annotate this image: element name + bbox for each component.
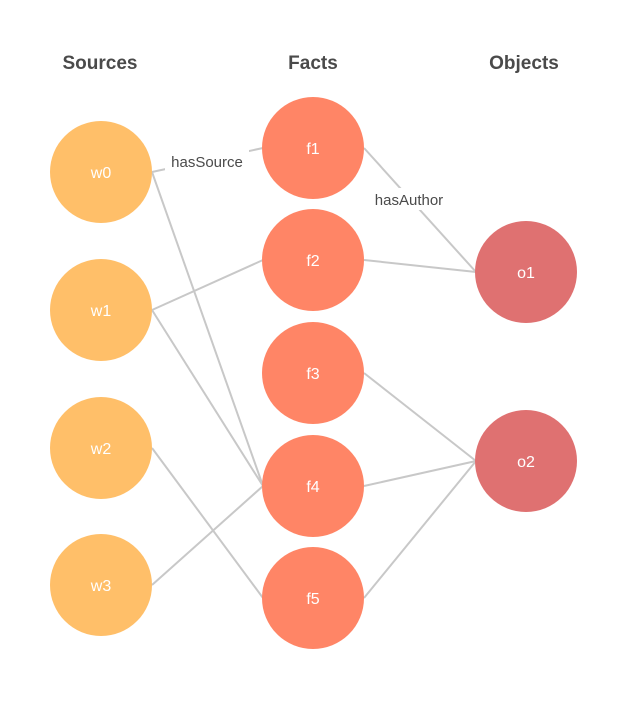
source-node-circle bbox=[50, 397, 152, 499]
edge-w1-f4 bbox=[151, 309, 264, 487]
source-node-circle bbox=[50, 121, 152, 223]
source-node-label: w2 bbox=[90, 441, 112, 458]
has-author-label-bg bbox=[368, 188, 450, 210]
edge-f4-o2 bbox=[363, 460, 477, 487]
source-node-label: w1 bbox=[90, 303, 112, 320]
has-source-label-bg bbox=[165, 150, 249, 172]
object-node-o2: o2 bbox=[475, 410, 577, 512]
edge-w1-f2 bbox=[151, 259, 264, 311]
fact-node-label: f5 bbox=[306, 591, 319, 608]
source-node-w1: w1 bbox=[50, 259, 152, 361]
edge-w0-f4 bbox=[151, 171, 264, 487]
has-source-label: hasSource bbox=[171, 154, 243, 171]
fact-node-f1: f1 bbox=[262, 97, 364, 199]
fact-node-circle bbox=[262, 209, 364, 311]
source-node-label: w0 bbox=[90, 165, 112, 182]
edge-f5-o2 bbox=[363, 460, 477, 599]
fact-node-label: f4 bbox=[306, 479, 319, 496]
edge-w2-f5 bbox=[151, 447, 264, 599]
object-node-circle bbox=[475, 221, 577, 323]
fact-node-label: f3 bbox=[306, 366, 319, 383]
has-author-label: hasAuthor bbox=[375, 192, 443, 209]
fact-node-circle bbox=[262, 547, 364, 649]
source-node-w2: w2 bbox=[50, 397, 152, 499]
object-node-o1: o1 bbox=[475, 221, 577, 323]
fact-node-label: f2 bbox=[306, 253, 319, 270]
object-node-circle bbox=[475, 410, 577, 512]
column-title-objects: Objects bbox=[489, 53, 559, 74]
fact-node-circle bbox=[262, 97, 364, 199]
source-node-w0: w0 bbox=[50, 121, 152, 223]
fact-node-circle bbox=[262, 322, 364, 424]
source-node-circle bbox=[50, 259, 152, 361]
edge-f3-o2 bbox=[363, 372, 477, 462]
fact-node-f5: f5 bbox=[262, 547, 364, 649]
source-node-w3: w3 bbox=[50, 534, 152, 636]
fact-node-f4: f4 bbox=[262, 435, 364, 537]
object-node-label: o1 bbox=[517, 265, 535, 282]
edge-w3-f4 bbox=[151, 485, 264, 586]
edges bbox=[151, 147, 477, 599]
fact-node-f2: f2 bbox=[262, 209, 364, 311]
fact-node-label: f1 bbox=[306, 141, 319, 158]
source-node-circle bbox=[50, 534, 152, 636]
fact-node-f3: f3 bbox=[262, 322, 364, 424]
source-node-label: w3 bbox=[90, 578, 112, 595]
object-node-label: o2 bbox=[517, 454, 535, 471]
column-title-facts: Facts bbox=[288, 53, 338, 74]
edge-f2-o1 bbox=[363, 259, 477, 273]
fact-node-circle bbox=[262, 435, 364, 537]
column-title-sources: Sources bbox=[63, 53, 138, 74]
